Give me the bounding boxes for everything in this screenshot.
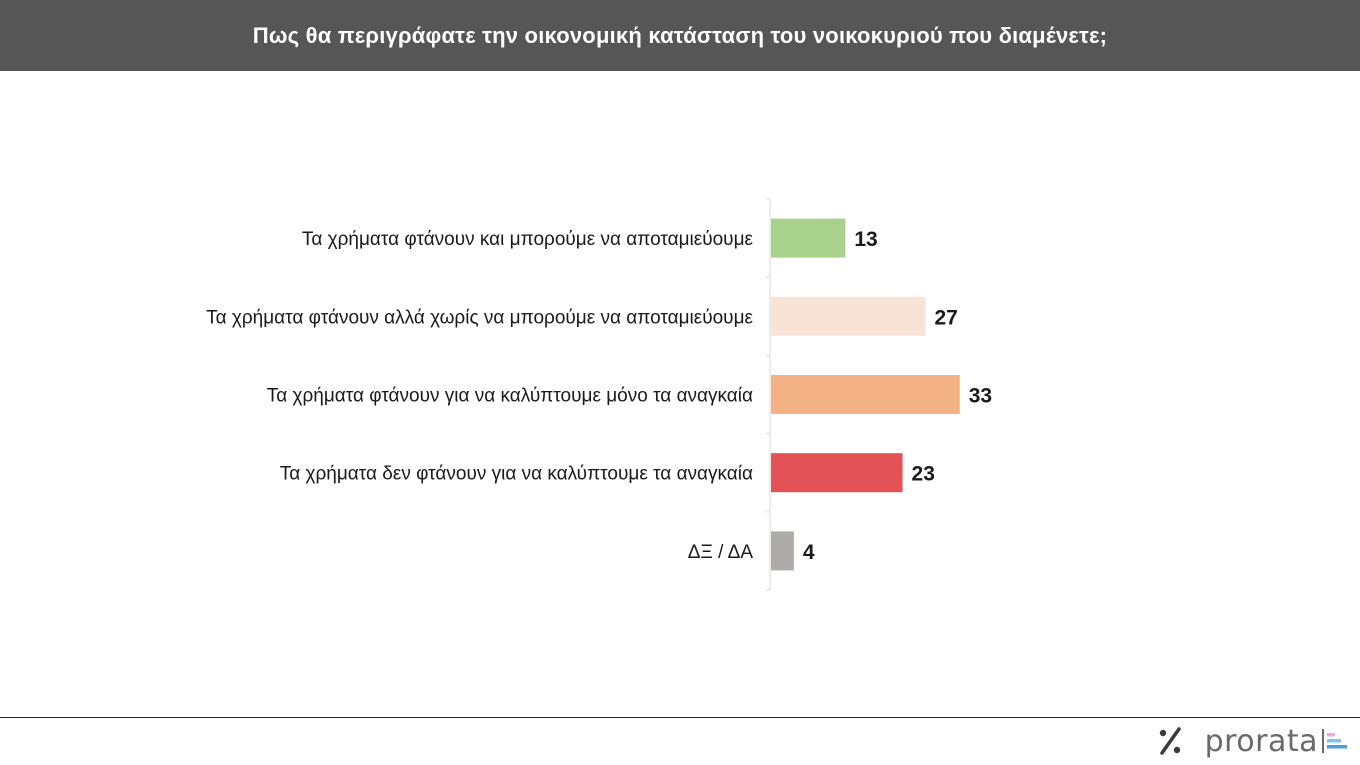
chart-title: Πως θα περιγράφατε την οικονομική κατάστ… [252,22,1108,48]
category-label: ΔΞ / ΔΑ [688,542,754,563]
data-label: 4 [803,541,815,564]
header-bar: Πως θα περιγράφατε την οικονομική κατάστ… [0,0,1360,71]
category-label: Τα χρήματα φτάνουν για να καλύπτουμε μόν… [267,386,753,407]
brand-name: prorata [1204,723,1318,759]
data-label: 23 [912,463,935,486]
brand-mark-icon [1322,729,1347,753]
data-label: 33 [969,385,992,408]
bar [771,453,903,493]
bar [771,296,926,336]
data-label: 27 [934,306,957,329]
data-label: 13 [854,228,877,251]
percent-icon [1159,727,1181,755]
brand-logo: prorata [1157,722,1348,760]
bar [771,531,794,571]
bar [771,218,846,258]
category-label: Τα χρήματα φτάνουν και μπορούμε να αποτα… [302,229,754,250]
category-label: Τα χρήματα δεν φτάνουν για να καλύπτουμε… [280,464,753,485]
footer-divider [0,717,1360,718]
bar [771,375,960,414]
category-label: Τα χρήματα φτάνουν αλλά χωρίς να μπορούμ… [206,307,753,328]
